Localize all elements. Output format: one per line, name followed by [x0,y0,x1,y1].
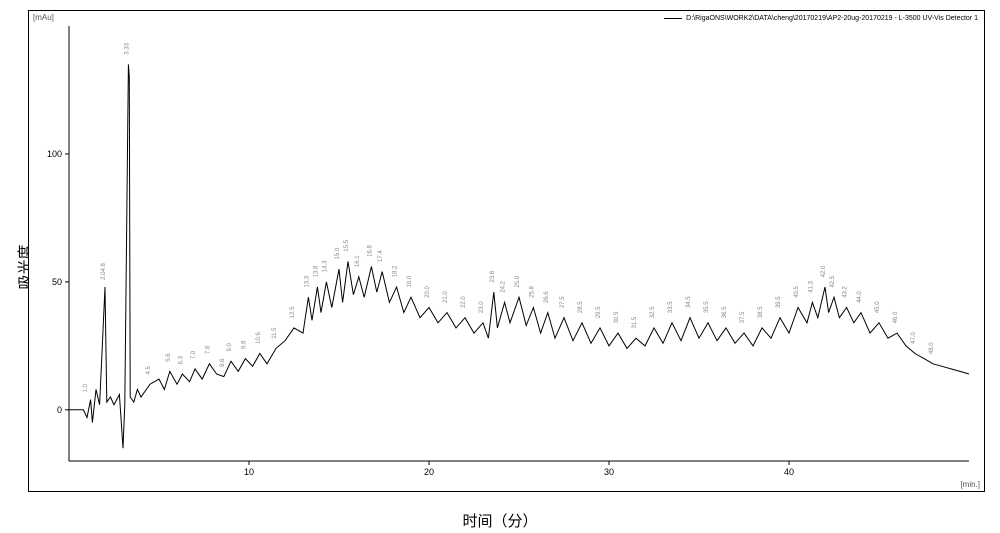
svg-text:41.3: 41.3 [808,280,814,292]
chart-frame: [mAu] [min.] D:\RigaONS\WORK2\DATA\cheng… [28,10,985,492]
svg-text:42.5: 42.5 [830,275,836,287]
svg-text:20: 20 [424,467,434,477]
svg-text:8.6: 8.6 [220,358,226,367]
svg-text:48.0: 48.0 [929,342,935,354]
svg-text:16.8: 16.8 [367,245,373,257]
svg-text:35.5: 35.5 [704,301,710,313]
svg-text:44.0: 44.0 [857,291,863,303]
svg-text:7.8: 7.8 [205,345,211,354]
svg-text:42.0: 42.0 [821,265,827,277]
svg-text:100: 100 [47,149,62,159]
svg-text:4.5: 4.5 [146,366,152,375]
svg-text:38.5: 38.5 [758,306,764,318]
svg-text:20.0: 20.0 [425,285,431,297]
svg-text:6.3: 6.3 [178,355,184,364]
svg-text:28.5: 28.5 [578,301,584,313]
svg-text:10.6: 10.6 [256,332,262,344]
svg-text:15.5: 15.5 [344,239,350,251]
chromatogram-plot: 0 50 100 10 20 30 40 1.0 2.04.8 3.33 4.5 5.6 6.3 7.0 7… [29,11,984,491]
svg-text:10: 10 [244,467,254,477]
svg-text:26.6: 26.6 [544,291,550,303]
svg-text:36.5: 36.5 [722,306,728,318]
svg-text:31.5: 31.5 [632,316,638,328]
svg-text:45.0: 45.0 [875,301,881,313]
svg-text:3.33: 3.33 [124,42,130,54]
svg-text:23.0: 23.0 [479,301,485,313]
svg-text:14.3: 14.3 [322,260,328,272]
svg-text:12.5: 12.5 [290,306,296,318]
svg-text:46.0: 46.0 [893,311,899,323]
svg-text:29.5: 29.5 [596,306,602,318]
svg-text:2.04.8: 2.04.8 [101,263,107,280]
svg-text:19.0: 19.0 [407,275,413,287]
svg-text:0: 0 [57,405,62,415]
svg-text:23.6: 23.6 [490,270,496,282]
svg-text:9.0: 9.0 [227,343,233,352]
svg-text:5.6: 5.6 [166,353,172,362]
svg-text:24.2: 24.2 [501,280,507,292]
svg-text:34.5: 34.5 [686,296,692,308]
svg-text:32.5: 32.5 [650,306,656,318]
svg-text:33.5: 33.5 [668,301,674,313]
svg-text:17.4: 17.4 [378,250,384,262]
svg-text:9.8: 9.8 [241,340,247,349]
svg-text:15.0: 15.0 [335,247,341,259]
x-axis-label: 时间（分） [462,510,537,531]
svg-text:30: 30 [604,467,614,477]
svg-text:16.1: 16.1 [355,255,361,267]
svg-text:11.5: 11.5 [272,327,278,339]
svg-text:30.5: 30.5 [614,311,620,323]
svg-text:50: 50 [52,277,62,287]
svg-text:22.0: 22.0 [461,296,467,308]
svg-text:40.5: 40.5 [794,285,800,297]
svg-text:13.8: 13.8 [313,265,319,277]
svg-text:37.5: 37.5 [740,311,746,323]
svg-text:21.0: 21.0 [443,291,449,303]
svg-text:43.2: 43.2 [843,285,849,297]
svg-text:13.3: 13.3 [304,275,310,287]
svg-text:25.0: 25.0 [515,275,521,287]
svg-text:1.0: 1.0 [83,383,89,392]
svg-text:47.0: 47.0 [911,332,917,344]
svg-text:40: 40 [784,467,794,477]
svg-text:27.5: 27.5 [560,296,566,308]
svg-text:18.2: 18.2 [393,265,399,277]
svg-text:39.5: 39.5 [776,296,782,308]
svg-text:7.0: 7.0 [191,350,197,359]
svg-text:25.8: 25.8 [529,285,535,297]
